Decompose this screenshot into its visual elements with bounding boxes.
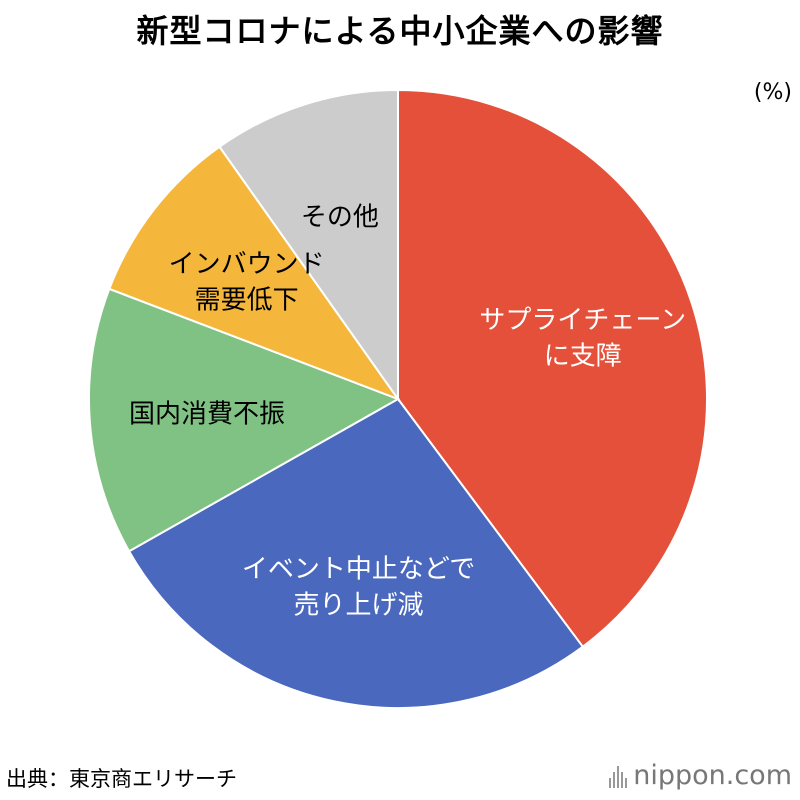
- nippon-logo-icon: [609, 764, 628, 788]
- pie-slice-4: [218, 88, 399, 403]
- pie-slice-1: [127, 397, 585, 709]
- slice-label-2: 国内消費不振: [129, 399, 285, 429]
- brand-text: nippon.com: [633, 760, 792, 791]
- pie-slice-2: [88, 287, 401, 553]
- slice-label-0: サプライチェーンに支障: [479, 306, 686, 372]
- slice-label-3: インバウンド需要低下: [169, 250, 325, 316]
- slice-label-4: その他: [301, 202, 379, 232]
- slice-label-1: イベント中止などで売り上げ減: [242, 554, 475, 620]
- chart-title: 新型コロナによる中小企業への影響: [136, 12, 664, 50]
- source-note: 出典：東京商エリサーチ: [6, 767, 237, 791]
- pie-slice-3: [108, 145, 401, 402]
- unit-label: (%): [753, 80, 792, 105]
- brand-logo: nippon.com: [609, 760, 792, 791]
- pie-slice-0: [397, 88, 708, 649]
